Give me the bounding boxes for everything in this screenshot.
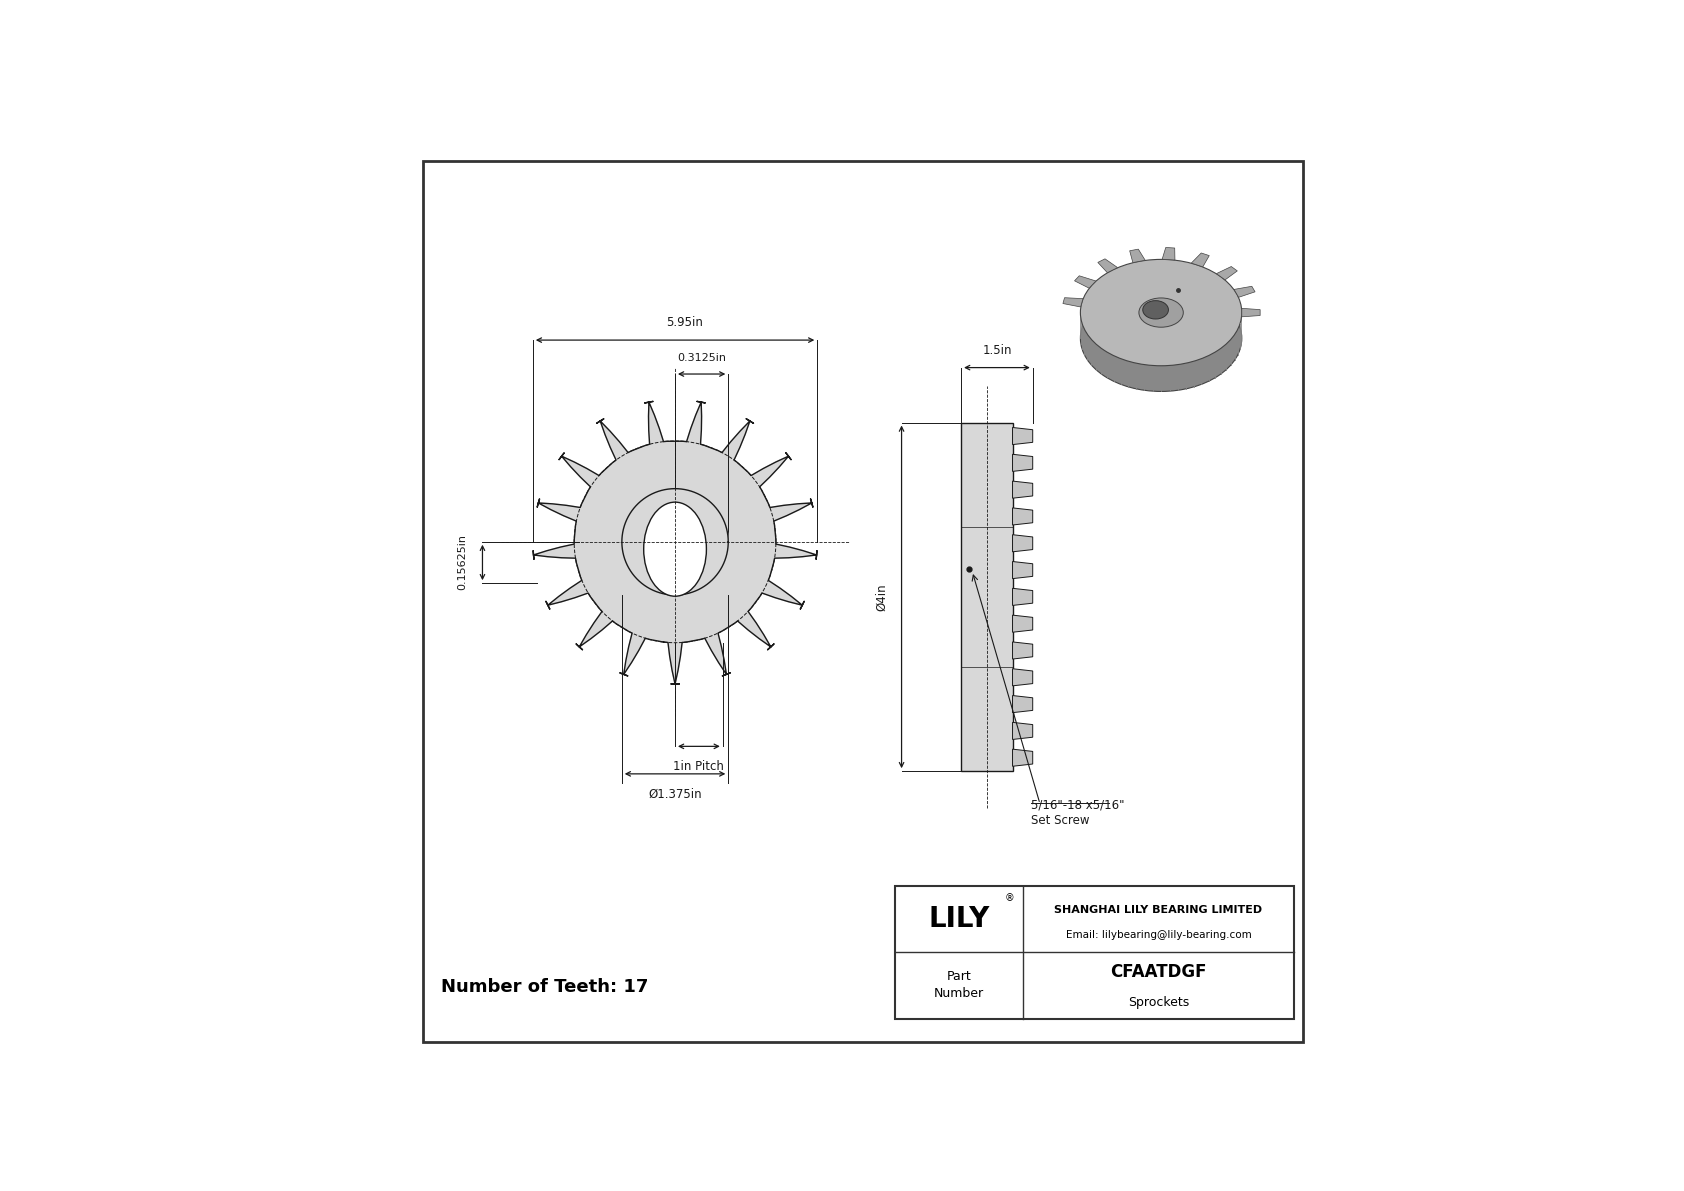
Text: 0.3125in: 0.3125in — [677, 353, 726, 363]
Text: CFAATDGF: CFAATDGF — [1110, 964, 1207, 981]
Text: Email: lilybearing@lily-bearing.com: Email: lilybearing@lily-bearing.com — [1066, 930, 1251, 940]
Polygon shape — [1098, 258, 1118, 273]
Polygon shape — [1191, 252, 1209, 267]
Polygon shape — [1012, 428, 1032, 444]
Text: 5/16"-18 x5/16"
Set Screw: 5/16"-18 x5/16" Set Screw — [1031, 799, 1125, 827]
Ellipse shape — [643, 503, 706, 597]
Polygon shape — [1012, 588, 1032, 605]
Polygon shape — [1012, 696, 1032, 712]
Polygon shape — [1130, 249, 1145, 262]
Polygon shape — [1012, 561, 1032, 579]
Polygon shape — [1012, 642, 1032, 659]
Polygon shape — [1216, 267, 1238, 280]
Polygon shape — [1012, 615, 1032, 632]
Polygon shape — [1074, 276, 1096, 288]
Text: ®: ® — [1005, 893, 1015, 904]
Text: Part
Number: Part Number — [935, 971, 983, 1000]
Polygon shape — [1012, 535, 1032, 551]
Text: 0.15625in: 0.15625in — [458, 535, 466, 591]
Ellipse shape — [1138, 298, 1184, 328]
Polygon shape — [1012, 749, 1032, 766]
Polygon shape — [1012, 454, 1032, 472]
Polygon shape — [1234, 286, 1255, 298]
Text: 1.5in: 1.5in — [982, 343, 1012, 356]
Bar — [962, 423, 1012, 771]
Polygon shape — [1012, 723, 1032, 740]
Text: Sprockets: Sprockets — [1128, 996, 1189, 1009]
Text: 1in Pitch: 1in Pitch — [674, 760, 724, 773]
Polygon shape — [1012, 668, 1032, 686]
Polygon shape — [1012, 507, 1032, 525]
Polygon shape — [1012, 481, 1032, 498]
Bar — [896, 886, 1293, 1018]
Ellipse shape — [1081, 260, 1241, 366]
Polygon shape — [621, 488, 727, 596]
Text: SHANGHAI LILY BEARING LIMITED: SHANGHAI LILY BEARING LIMITED — [1054, 905, 1263, 915]
Ellipse shape — [1081, 285, 1241, 392]
Text: Number of Teeth: 17: Number of Teeth: 17 — [441, 978, 648, 996]
Polygon shape — [534, 401, 817, 684]
Polygon shape — [1241, 308, 1260, 317]
Polygon shape — [1063, 298, 1083, 307]
Polygon shape — [1162, 248, 1175, 260]
Text: 5.95in: 5.95in — [665, 316, 702, 329]
Text: Ø1.375in: Ø1.375in — [648, 787, 702, 800]
Ellipse shape — [1143, 300, 1169, 319]
Text: LILY: LILY — [928, 905, 990, 933]
Text: Ø4in: Ø4in — [876, 584, 887, 611]
